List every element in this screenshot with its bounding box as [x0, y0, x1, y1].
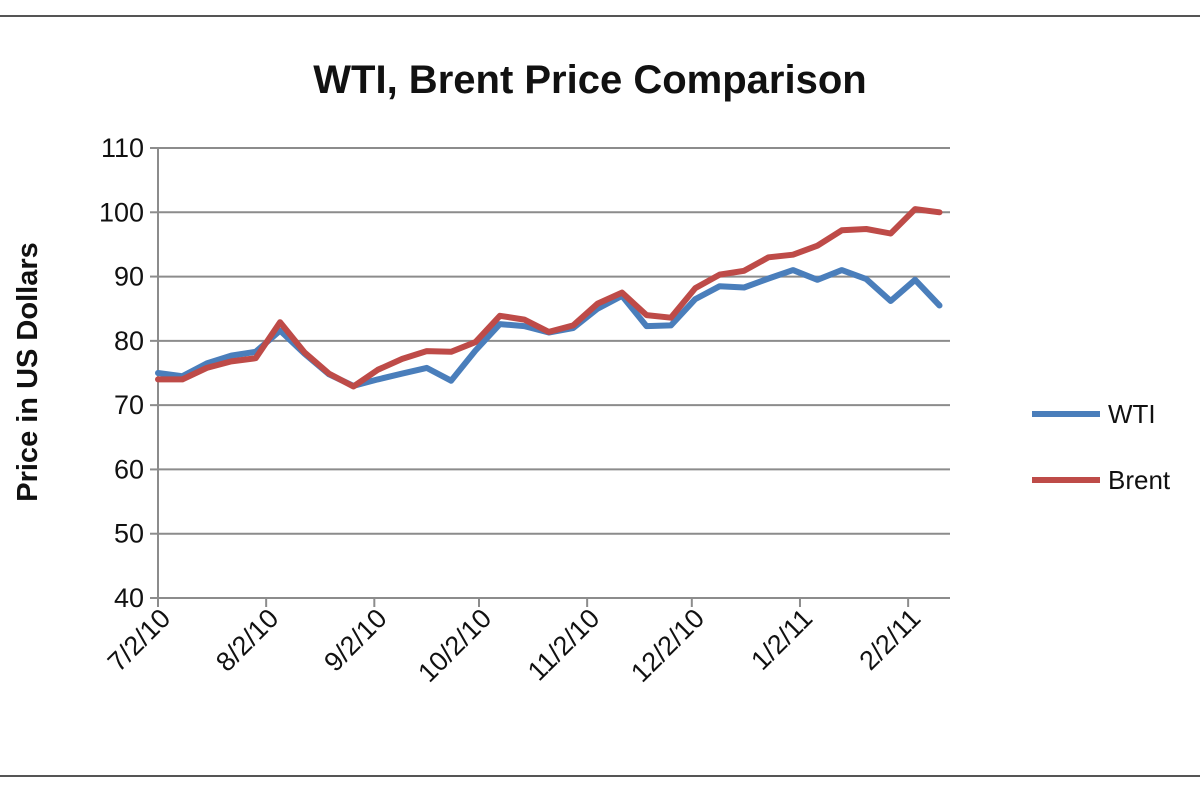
- x-tick-label: 10/2/10: [412, 603, 497, 688]
- x-tick-labels: 7/2/10 8/2/10 9/2/10 10/2/10 11/2/10 12/2/10 1…: [102, 603, 926, 688]
- chart-title: WTI, Brent Price Comparison: [313, 58, 866, 102]
- y-tick-labels: 40 50 60 70 80 90 100 110: [99, 133, 144, 613]
- y-tick-label: 110: [101, 133, 144, 163]
- y-tick-label: 50: [114, 519, 144, 549]
- y-tick-label: 70: [114, 390, 144, 420]
- legend: WTI Brent: [1032, 399, 1171, 495]
- x-tick-label: 1/2/11: [745, 603, 818, 676]
- y-tick-label: 40: [114, 583, 144, 613]
- y-tick-label: 90: [114, 262, 144, 292]
- y-tick-label: 100: [99, 197, 144, 227]
- x-tick-label: 2/2/11: [853, 603, 926, 676]
- series-line-brent: [155, 206, 943, 390]
- x-tick-label: 9/2/10: [318, 603, 392, 677]
- y-axis-label: Price in US Dollars: [12, 242, 44, 502]
- series-lines: [155, 206, 943, 390]
- gridlines: [150, 147, 950, 599]
- legend-label-brent: Brent: [1108, 465, 1171, 495]
- y-tick-label: 80: [114, 326, 144, 356]
- x-tick-label: 8/2/10: [210, 603, 284, 677]
- axes: [157, 148, 950, 599]
- x-ticks: [157, 598, 910, 607]
- y-tick-label: 60: [114, 454, 144, 484]
- legend-label-wti: WTI: [1108, 399, 1156, 429]
- x-tick-label: 12/2/10: [625, 603, 710, 688]
- x-tick-label: 7/2/10: [102, 603, 176, 677]
- x-tick-label: 11/2/10: [522, 603, 606, 687]
